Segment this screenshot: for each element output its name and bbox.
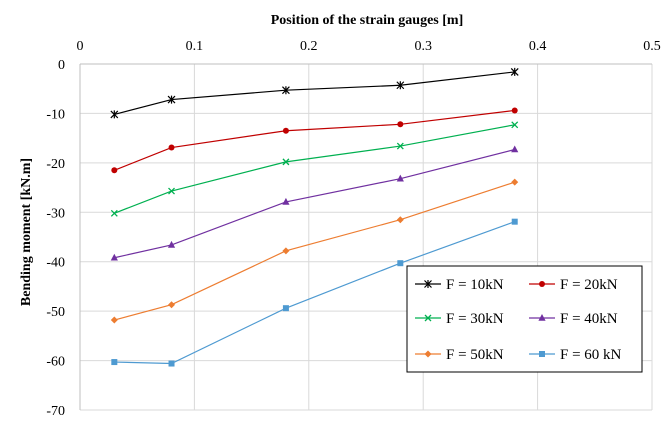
y-tick-label: -40	[46, 256, 65, 271]
data-point	[282, 158, 290, 166]
data-point	[396, 174, 404, 182]
x-tick-label: 0.2	[300, 39, 318, 54]
data-point	[110, 110, 119, 119]
series-1	[110, 67, 519, 119]
legend-marker	[538, 314, 546, 321]
data-point	[396, 216, 404, 224]
legend-item: F = 30kN	[415, 311, 504, 327]
legend-item: F = 50kN	[415, 347, 504, 363]
data-point	[511, 178, 519, 186]
data-point	[168, 187, 175, 195]
data-point	[282, 305, 289, 312]
y-tick-label: -10	[46, 107, 65, 122]
legend-label: F = 40kN	[560, 311, 618, 327]
legend-marker	[424, 314, 432, 322]
data-point	[397, 260, 404, 267]
legend-marker	[539, 281, 545, 287]
x-tick-label: 0.3	[414, 39, 432, 54]
y-tick-label: -60	[46, 355, 65, 370]
series-3	[110, 121, 519, 217]
legend-item: F = 20kN	[529, 277, 618, 293]
series-6	[111, 218, 518, 367]
data-point	[511, 145, 519, 153]
y-tick-label: -20	[46, 157, 65, 172]
data-point	[168, 360, 175, 367]
series-5	[110, 178, 519, 324]
data-point	[397, 121, 404, 128]
data-point	[510, 67, 519, 76]
data-point	[111, 359, 118, 366]
data-point	[511, 218, 518, 225]
legend: F = 10kN F = 20kN F = 30kN F = 40kN F = 50kN…	[406, 265, 643, 373]
legend-marker	[424, 350, 432, 358]
data-point	[110, 316, 118, 324]
legend-item: F = 10kN	[415, 277, 504, 293]
data-point	[167, 95, 176, 104]
legend-box	[406, 265, 643, 373]
y-tick-label: -70	[46, 404, 65, 419]
legend-marker	[424, 280, 432, 288]
legend-marker	[539, 351, 545, 357]
data-point	[110, 209, 118, 217]
data-point	[168, 301, 176, 309]
legend-item: F = 60 kN	[529, 347, 622, 363]
y-tick-label: 0	[58, 58, 65, 73]
legend-label: F = 60 kN	[560, 347, 622, 363]
data-point	[396, 142, 404, 150]
data-point	[396, 81, 405, 90]
data-point	[282, 197, 290, 205]
legend-label: F = 20kN	[560, 277, 618, 293]
legend-item: F = 40kN	[529, 311, 618, 327]
series-2	[111, 107, 518, 174]
data-point	[168, 144, 175, 151]
legend-label: F = 50kN	[446, 347, 504, 363]
x-tick-label: 0.1	[186, 39, 204, 54]
x-tick-label: 0.5	[643, 39, 661, 54]
legend-label: F = 30kN	[446, 311, 504, 327]
y-tick-label: -30	[46, 206, 65, 221]
data-point	[281, 86, 290, 95]
x-axis-title: Position of the strain gauges [m]	[271, 13, 464, 28]
data-point	[111, 167, 118, 174]
data-point	[511, 121, 519, 129]
data-point	[110, 253, 118, 261]
x-tick-label: 0	[77, 39, 84, 54]
data-point	[282, 127, 289, 134]
data-point	[167, 240, 176, 248]
y-axis-title: Bending moment [kN.m]	[19, 158, 34, 306]
data-point	[282, 247, 290, 255]
data-point	[511, 107, 518, 114]
series-4	[110, 145, 519, 261]
x-tick-label: 0.4	[529, 39, 547, 54]
legend-label: F = 10kN	[446, 277, 504, 293]
y-tick-label: -50	[46, 305, 65, 320]
